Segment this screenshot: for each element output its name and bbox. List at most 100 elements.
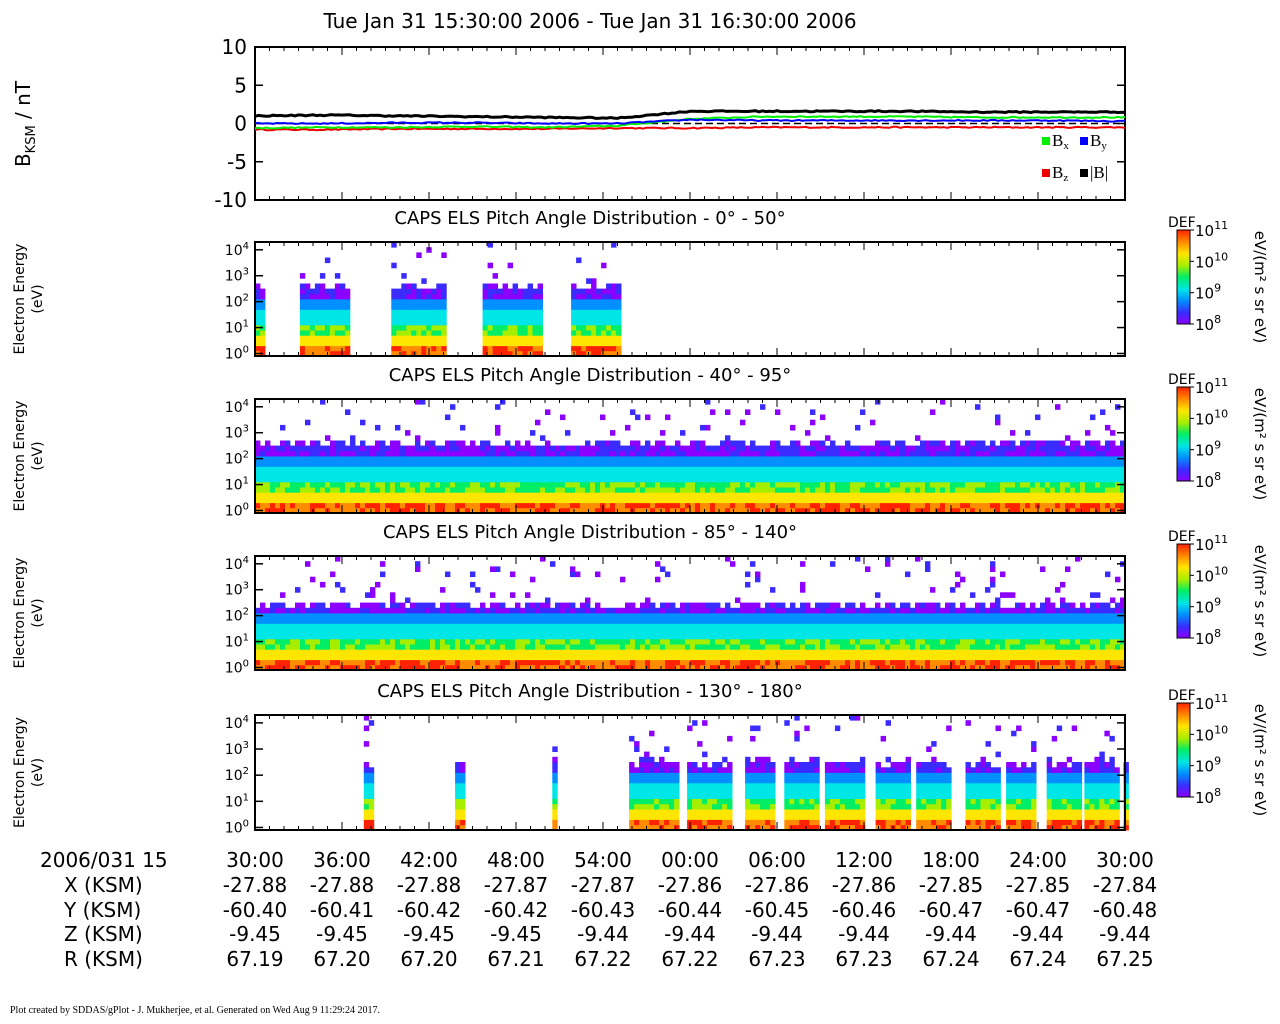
ephemeris-value: -60.40 [222, 897, 288, 922]
spectrogram-ytick-label: 100 [225, 501, 249, 519]
spectrogram-title: CAPS ELS Pitch Angle Distribution - 40° … [389, 365, 792, 386]
spectrogram-panel-1: CAPS ELS Pitch Angle Distribution - 0° -… [12, 208, 1269, 362]
spectrogram-ytick-label: 102 [225, 766, 249, 784]
ephemeris-value: -27.87 [483, 873, 549, 897]
plot-footer: Plot created by SDDAS/gPlot - J. Mukherj… [10, 1005, 380, 1016]
ephemeris-row-label: Y (KSM) [64, 897, 142, 922]
ephemeris-value: -9.44 [838, 922, 890, 946]
ephemeris-value: 67.20 [400, 946, 458, 971]
ephemeris-value: 67.25 [1096, 946, 1154, 971]
ephemeris-value: -60.45 [744, 897, 810, 922]
mag-legend-label: By [1090, 131, 1107, 152]
mag-ytick-label: -5 [227, 150, 247, 174]
spectrogram-ylabel: Electron Energy [12, 401, 28, 512]
colorbar-tick-label: 1010 [1195, 250, 1228, 271]
time-tick-label: 00:00 [661, 848, 719, 872]
colorbar-tick-label: 108 [1195, 313, 1221, 334]
colorbar-label: DEF [1168, 529, 1196, 545]
colorbar-tick-label: 109 [1195, 596, 1221, 617]
ephemeris-row-label: R (KSM) [64, 946, 143, 971]
ephemeris-value: 67.23 [748, 946, 806, 971]
time-tick-label: 36:00 [313, 848, 371, 872]
ephemeris-value: 67.22 [574, 946, 632, 971]
ephemeris-value: -27.84 [1092, 873, 1158, 897]
ephemeris-value: 67.24 [1009, 946, 1067, 971]
mag-legend-swatch [1042, 169, 1050, 177]
ephemeris-value: -27.87 [570, 873, 636, 897]
ephemeris-value: -9.44 [1099, 922, 1151, 946]
spectrogram-cells [255, 556, 1126, 671]
ephemeris-value: -60.48 [1092, 897, 1158, 922]
spectrogram-ytick-label: 103 [225, 581, 249, 599]
time-tick-label: 06:00 [748, 848, 806, 872]
ephemeris-value: -27.88 [396, 873, 462, 897]
colorbar-tick-label: 109 [1195, 755, 1221, 776]
mag-legend-swatch [1042, 137, 1050, 145]
time-tick-label: 30:00 [1096, 848, 1154, 872]
spectrogram-cells [255, 242, 622, 357]
ephemeris-value: -60.47 [918, 897, 984, 922]
colorbar [1176, 702, 1191, 798]
ephemeris-value: -9.45 [490, 922, 542, 946]
spectrogram-ytick-label: 100 [225, 818, 249, 836]
colorbar-tick-label: 109 [1195, 439, 1221, 460]
ephemeris-value: -27.85 [1005, 873, 1071, 897]
spectrogram-ylabel: Electron Energy [12, 244, 28, 355]
spectrogram-ytick-label: 103 [225, 740, 249, 758]
colorbar-tick-label: 1011 [1195, 219, 1228, 240]
pitch-angle-spectrograms: CAPS ELS Pitch Angle Distribution - 0° -… [12, 208, 1269, 836]
magnetic-field-panel: 10 5 0 -5 -10 BKSM / nT Bx By Bz |B| [11, 35, 1126, 212]
ephemeris-value: -60.41 [309, 897, 375, 922]
mag-legend-label: Bx [1052, 131, 1069, 152]
spectrogram-cells [363, 715, 1129, 831]
mag-ylabel: BKSM / nT [11, 80, 39, 167]
spectrogram-ytick-label: 101 [225, 476, 249, 494]
time-axis [254, 47, 1126, 830]
spectrogram-ytick-label: 104 [225, 555, 249, 573]
spectrogram-cells [255, 399, 1126, 514]
ephemeris-value: -27.86 [744, 873, 810, 897]
time-tick-label: 24:00 [1009, 848, 1067, 872]
colorbar-label: DEF [1168, 215, 1196, 231]
ephemeris-value: -9.45 [229, 922, 281, 946]
colorbar-tick-label: 109 [1195, 282, 1221, 303]
mag-legend-label: |B| [1090, 163, 1108, 182]
ephemeris-value: -60.42 [483, 897, 549, 922]
spectrogram-ytick-label: 102 [225, 607, 249, 625]
ephemeris-row-label: X (KSM) [64, 873, 143, 897]
time-tick-label: 42:00 [400, 848, 458, 872]
mag-series-y [254, 118, 1126, 126]
time-axis-date-label: 2006/031 15 [40, 848, 168, 872]
colorbar-tick-label: 1011 [1195, 692, 1228, 713]
spectrogram-title: CAPS ELS Pitch Angle Distribution - 130°… [377, 681, 803, 702]
mag-legend-swatch [1080, 169, 1088, 177]
spectrogram-ytick-label: 100 [225, 344, 249, 362]
spectrogram-ylabel: Electron Energy [12, 558, 28, 669]
mag-ytick-label: 10 [222, 35, 247, 59]
colorbar [1176, 229, 1191, 325]
colorbar-unit: eV/(m² s sr eV) [1251, 704, 1269, 816]
spectrogram-ytick-label: 101 [225, 792, 249, 810]
spectrogram-ylabel: (eV) [30, 598, 46, 627]
colorbar-unit: eV/(m² s sr eV) [1251, 231, 1269, 343]
ephemeris-value: -9.44 [925, 922, 977, 946]
colorbar [1176, 386, 1191, 482]
colorbar-tick-label: 1010 [1195, 407, 1228, 428]
ephemeris-value: -27.86 [657, 873, 723, 897]
ephemeris-value: -60.44 [657, 897, 723, 922]
ephemeris-value: 67.19 [226, 946, 284, 971]
ephemeris-value: -9.44 [1012, 922, 1064, 946]
spectrogram-ytick-label: 102 [225, 450, 249, 468]
ephemeris-value: -27.85 [918, 873, 984, 897]
spectrogram-ytick-label: 104 [225, 398, 249, 416]
time-tick-label: 18:00 [922, 848, 980, 872]
spectrogram-panel-2: CAPS ELS Pitch Angle Distribution - 40° … [12, 365, 1269, 519]
colorbar-unit: eV/(m² s sr eV) [1251, 545, 1269, 657]
ephemeris-value: -9.45 [316, 922, 368, 946]
colorbar-tick-label: 1011 [1195, 376, 1228, 397]
spectrogram-ylabel: (eV) [30, 284, 46, 313]
ephemeris-value: -27.88 [309, 873, 375, 897]
time-tick-label: 30:00 [226, 848, 284, 872]
spectrogram-ytick-label: 101 [225, 319, 249, 337]
